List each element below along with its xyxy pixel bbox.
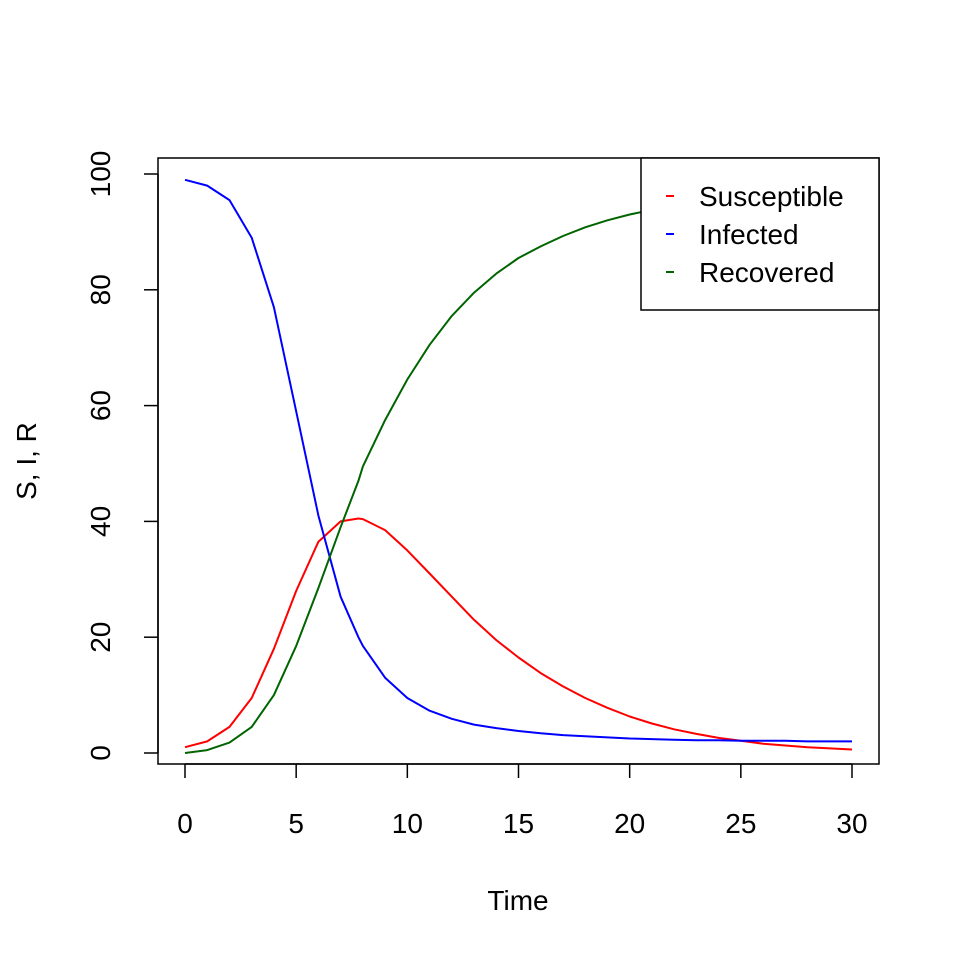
x-tick-label: 15 xyxy=(503,808,534,839)
series-line-infected xyxy=(184,178,852,743)
x-tick-label: 30 xyxy=(836,808,867,839)
y-axis: 0 20 40 60 80 100 xyxy=(85,151,159,761)
y-tick-label: 40 xyxy=(85,506,116,537)
series-line-susceptible xyxy=(184,517,853,751)
legend-label-susceptible: Susceptible xyxy=(699,181,844,212)
x-tick-label: 10 xyxy=(392,808,423,839)
legend: Susceptible Infected Recovered xyxy=(640,157,880,311)
x-tick-label: 20 xyxy=(614,808,645,839)
legend-label-infected: Infected xyxy=(699,219,799,250)
x-axis-label: Time xyxy=(487,885,548,916)
x-tick-label: 0 xyxy=(177,808,193,839)
legend-label-recovered: Recovered xyxy=(699,257,834,288)
legend-box xyxy=(640,157,880,311)
y-tick-label: 80 xyxy=(85,274,116,305)
y-tick-label: 100 xyxy=(85,151,116,198)
y-axis-label: S, I, R xyxy=(11,422,42,500)
x-axis: 0 5 10 15 20 25 30 xyxy=(177,763,868,839)
y-tick-label: 60 xyxy=(85,390,116,421)
y-tick-label: 20 xyxy=(85,622,116,653)
x-tick-label: 25 xyxy=(725,808,756,839)
x-tick-label: 5 xyxy=(288,808,304,839)
y-tick-label: 0 xyxy=(85,745,116,761)
